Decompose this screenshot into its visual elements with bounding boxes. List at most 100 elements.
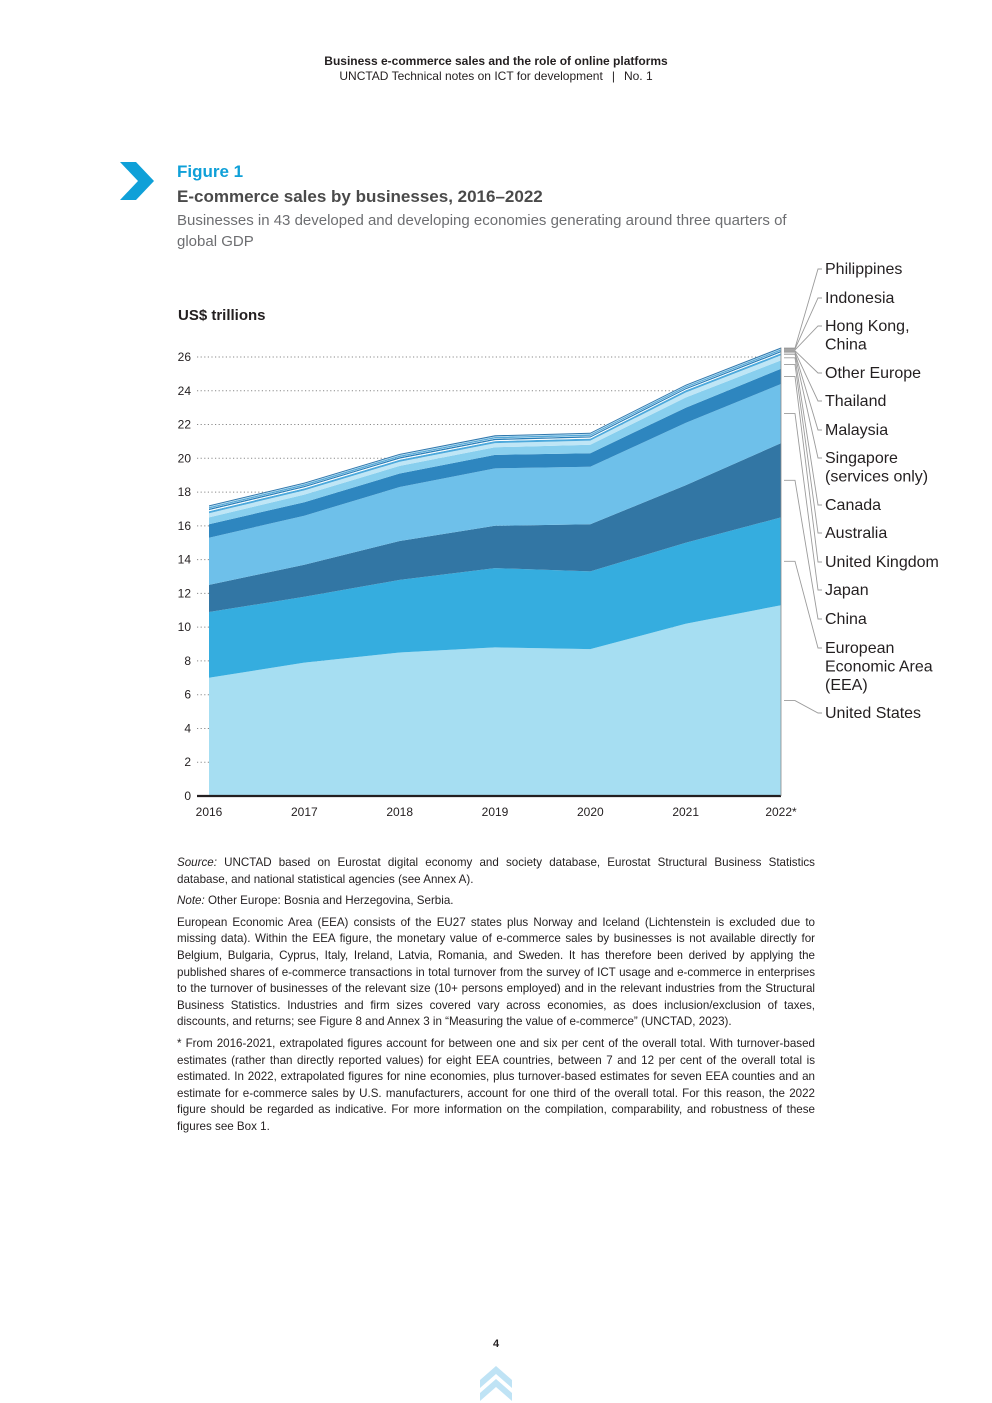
legend-leader-line <box>784 700 822 714</box>
legend-label: European Economic Area (EEA) <box>825 640 933 694</box>
x-tick-label: 2016 <box>196 805 223 819</box>
figure-subtitle: Businesses in 43 developed and developin… <box>177 212 787 250</box>
area-european-economic-area-eea <box>209 517 781 678</box>
area-china <box>209 443 781 612</box>
legend-leader-line <box>784 351 822 402</box>
page-number: 4 <box>492 1338 500 1350</box>
y-tick-label: 12 <box>178 586 192 600</box>
legend-label-line: Canada <box>825 497 881 514</box>
y-tick-label: 10 <box>178 620 192 634</box>
legend-leader-line <box>784 268 822 349</box>
x-tick-label: 2020 <box>577 805 604 819</box>
legend-label-line: Japan <box>825 582 869 599</box>
y-tick-label: 6 <box>184 688 191 702</box>
legend-label-line: China <box>825 337 867 354</box>
y-tick-label: 26 <box>178 350 192 364</box>
x-tick-label: 2018 <box>386 805 413 819</box>
legend-leader-line <box>784 350 822 374</box>
y-tick-label: 18 <box>178 485 192 499</box>
legend-leader-line <box>784 375 822 563</box>
legend-label-line: Hong Kong, <box>825 318 910 335</box>
y-tick-label: 4 <box>184 721 191 735</box>
legend-label-line: United States <box>825 705 921 722</box>
figure-title: E-commerce sales by businesses, 2016–202… <box>177 187 543 206</box>
x-tick-label: 2019 <box>482 805 509 819</box>
double-chevron-up-icon[interactable] <box>480 1366 512 1402</box>
report-title: Business e-commerce sales and the role o… <box>324 54 668 68</box>
legend-label-line: Singapore <box>825 450 898 467</box>
area-united-kingdom <box>209 368 781 538</box>
y-tick-label: 22 <box>178 418 192 432</box>
source-label: Source: <box>177 856 217 869</box>
eea-note: European Economic Area (EEA) consists of… <box>177 915 815 1029</box>
legend-label-line: (services only) <box>825 469 928 486</box>
legend-leader-line <box>784 352 822 431</box>
legend-label-line: Australia <box>825 525 887 542</box>
legend-leader-line <box>784 357 822 506</box>
legend-label: Thailand <box>825 393 886 410</box>
area-layers <box>197 347 782 798</box>
x-tick-label: 2022* <box>765 805 797 819</box>
legend-leader-line <box>784 353 822 459</box>
legend-label: Hong Kong, China <box>825 318 910 354</box>
report-series: UNCTAD Technical notes on ICT for develo… <box>339 69 603 83</box>
asterisk-note: * From 2016-2021, extrapolated figures a… <box>177 1036 815 1133</box>
legend-label: United Kingdom <box>825 554 939 571</box>
legend-label-line: European <box>825 640 894 657</box>
area-australia <box>209 360 781 525</box>
legend-label: Other Europe <box>825 365 921 382</box>
y-tick-label: 24 <box>178 384 192 398</box>
legend-leader-line <box>784 479 822 620</box>
legend-label: Indonesia <box>825 290 894 307</box>
legend-label-line: (EEA) <box>825 677 868 694</box>
x-tick-label: 2021 <box>672 805 699 819</box>
legend-label: Japan <box>825 582 869 599</box>
legend-label: China <box>825 611 867 628</box>
source-note: Source: UNCTAD based on Eurostat digital… <box>177 855 815 888</box>
report-subtitle-line: UNCTAD Technical notes on ICT for develo… <box>0 69 992 84</box>
legend-label-line: Malaysia <box>825 422 888 439</box>
legend-label-line: Indonesia <box>825 290 894 307</box>
note-label: Note: <box>177 894 205 908</box>
legend-label-line: Economic Area <box>825 659 933 676</box>
legend-label-line: China <box>825 611 867 628</box>
legend-label: United States <box>825 705 921 722</box>
y-tick-label: 0 <box>184 789 191 803</box>
header-divider: | <box>611 69 615 83</box>
legend-leader-line <box>784 413 822 591</box>
legend-leader-line <box>784 325 822 351</box>
y-tick-label: 20 <box>178 451 192 465</box>
area-canada <box>209 355 781 518</box>
x-tick-labels: 2016 2017 2018 2019 2020 2021 2022* <box>196 805 797 819</box>
chevron-right-icon <box>120 162 154 200</box>
legend-label-line: Other Europe <box>825 365 921 382</box>
report-number: No. 1 <box>623 69 653 83</box>
y-axis-label: US$ trillions <box>178 307 266 324</box>
legend-label-line: Philippines <box>825 261 902 278</box>
legend-leader-line <box>784 560 822 649</box>
y-tick-label: 14 <box>178 553 192 567</box>
y-tick-label: 2 <box>184 755 191 769</box>
legend-leader-line <box>784 364 822 534</box>
legend-label: Malaysia <box>825 422 888 439</box>
page-header: Business e-commerce sales and the role o… <box>0 54 992 84</box>
source-text: UNCTAD based on Eurostat digital economy… <box>177 856 815 886</box>
legend-label: Canada <box>825 497 881 514</box>
legend-leader-line <box>784 297 822 350</box>
legend-label-line: United Kingdom <box>825 554 939 571</box>
legend-label-line: Thailand <box>825 393 886 410</box>
y-tick-label: 16 <box>178 519 192 533</box>
legend-label: Philippines <box>825 261 902 278</box>
y-tick-label: 8 <box>184 654 191 668</box>
legend-label: Australia <box>825 525 887 542</box>
legend: Philippines Indonesia Hong Kong, China Other… <box>825 261 939 722</box>
x-tick-label: 2017 <box>291 805 318 819</box>
area-japan <box>209 384 781 585</box>
note-text: Other Europe: Bosnia and Herzegovina, Se… <box>207 894 454 908</box>
other-europe-note: Note: Other Europe: Bosnia and Herzegovi… <box>177 893 815 910</box>
figure-notes: Source: UNCTAD based on Eurostat digital… <box>177 855 815 1141</box>
legend-leader-lines <box>784 268 822 714</box>
figure-label: Figure 1 <box>177 162 244 181</box>
